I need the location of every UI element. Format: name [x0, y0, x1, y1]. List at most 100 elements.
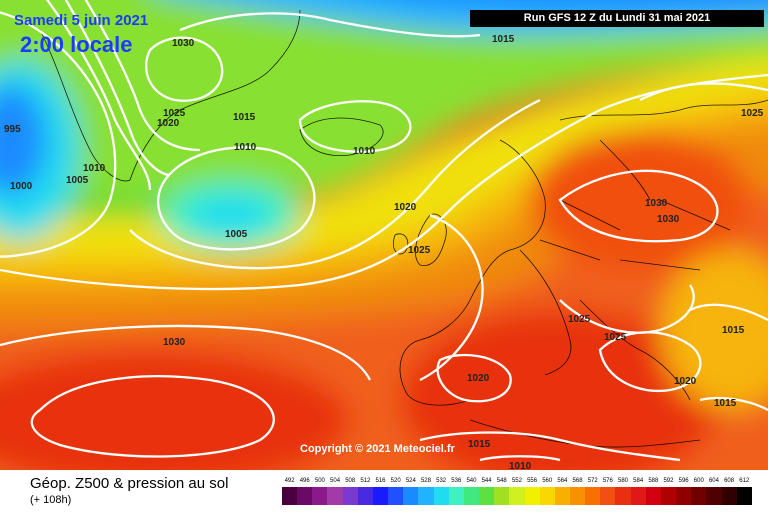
legend-swatch	[630, 487, 646, 505]
forecast-date: Samedi 5 juin 2021	[14, 12, 149, 29]
isobar-label: 1025	[163, 108, 186, 119]
legend-label: 536	[451, 478, 462, 484]
isobar-label: 1015	[233, 112, 256, 123]
legend-label: 524	[405, 478, 416, 484]
isobar-label: 1015	[722, 325, 745, 336]
legend-label: 508	[345, 478, 356, 484]
legend-label: 504	[330, 478, 341, 484]
legend-swatch	[342, 487, 358, 505]
isobar-label: 1030	[172, 38, 195, 49]
legend-label: 608	[724, 478, 735, 484]
legend-swatch	[539, 487, 555, 505]
copyright: Copyright © 2021 Meteociel.fr	[300, 443, 455, 455]
legend-label: 512	[360, 478, 371, 484]
isobar-label: 1025	[604, 332, 627, 343]
isobar-label: 1010	[509, 461, 532, 470]
isobar-label: 1030	[657, 214, 680, 225]
run-info: Run GFS 12 Z du Lundi 31 mai 2021	[470, 10, 764, 27]
legend-label: 572	[587, 478, 598, 484]
legend-swatch	[297, 487, 313, 505]
legend-label: 540	[466, 478, 477, 484]
isobar-label: 1030	[645, 198, 668, 209]
legend-swatch	[736, 487, 752, 505]
legend-swatch	[463, 487, 480, 505]
legend-swatch	[357, 487, 373, 505]
isobars	[0, 0, 768, 460]
legend-swatch	[494, 487, 510, 505]
legend-swatch	[418, 487, 434, 505]
legend-swatch	[706, 487, 722, 505]
isobar-label: 1030	[163, 337, 186, 348]
legend-swatch	[312, 487, 328, 505]
legend-label: 612	[739, 478, 750, 484]
isobar-label: 1010	[353, 146, 376, 157]
legend-label: 580	[618, 478, 629, 484]
isobar-label: 1005	[66, 175, 89, 186]
isobar-label: 1025	[408, 245, 431, 256]
isobar-label: 1015	[714, 398, 737, 409]
legend-label: 532	[436, 478, 447, 484]
legend-labels: 492 496 500 504 508 512 516 520 524 528 532 536 540 5…	[282, 478, 752, 484]
legend-swatch	[524, 487, 540, 505]
legend-swatch	[569, 487, 586, 505]
legend-label: 596	[678, 478, 689, 484]
legend-swatch	[448, 487, 464, 505]
legend-swatch	[479, 487, 495, 505]
isobar-label: 1020	[467, 373, 490, 384]
geopotential-field	[0, 0, 768, 470]
legend-label: 564	[557, 478, 568, 484]
legend-label: 520	[390, 478, 401, 484]
legend-label: 500	[314, 478, 325, 484]
legend-bar	[282, 487, 752, 505]
isobar-label: 1010	[234, 142, 257, 153]
legend-swatch	[372, 487, 389, 505]
legend-label: 528	[420, 478, 431, 484]
map-subtitle: (+ 108h)	[30, 494, 72, 506]
legend-swatch	[282, 487, 298, 505]
isobar-label: 1020	[674, 376, 697, 387]
isobar-label: 1020	[394, 202, 417, 213]
legend-label: 548	[496, 478, 507, 484]
legend-swatch	[721, 487, 737, 505]
legend-swatch	[388, 487, 404, 505]
legend-swatch	[676, 487, 692, 505]
weather-map: 1030 1015 995 1025 1020 1015 1010 1010 1…	[0, 0, 768, 470]
isobar-label: 995	[4, 124, 21, 135]
legend-swatch	[585, 487, 601, 505]
forecast-time: 2:00 locale	[20, 32, 133, 57]
isobar-label: 1025	[568, 314, 591, 325]
legend-swatch	[554, 487, 570, 505]
isobar-label: 1000	[10, 181, 33, 192]
map-title: Géop. Z500 & pression au sol	[30, 475, 229, 492]
legend-label: 588	[648, 478, 659, 484]
legend-swatch	[327, 487, 343, 505]
legend-label: 556	[527, 478, 538, 484]
legend-label: 544	[481, 478, 492, 484]
isobar-label: 1015	[492, 34, 515, 45]
legend-label: 592	[663, 478, 674, 484]
legend-label: 496	[299, 478, 310, 484]
isobar-label: 1010	[83, 163, 106, 174]
footer: Géop. Z500 & pression au sol (+ 108h) 49…	[0, 470, 768, 512]
legend-label: 552	[511, 478, 522, 484]
isobar-label: 1020	[157, 118, 180, 129]
legend-label: 568	[572, 478, 583, 484]
legend-label: 600	[693, 478, 704, 484]
legend-swatch	[615, 487, 631, 505]
isobar-label: 1025	[741, 108, 764, 119]
legend-swatch	[645, 487, 661, 505]
legend-label: 576	[602, 478, 613, 484]
legend-label: 604	[708, 478, 719, 484]
legend-swatch	[660, 487, 677, 505]
legend-swatch	[433, 487, 449, 505]
legend-label: 560	[542, 478, 553, 484]
legend-swatch	[600, 487, 616, 505]
legend-label: 584	[633, 478, 644, 484]
legend-swatch	[509, 487, 525, 505]
legend-swatch	[691, 487, 707, 505]
legend-label: 516	[375, 478, 386, 484]
isobar-label: 1005	[225, 229, 248, 240]
color-legend: 492 496 500 504 508 512 516 520 524 528 532 536 540 5…	[282, 478, 752, 510]
legend-label: 492	[284, 478, 295, 484]
legend-swatch	[403, 487, 419, 505]
